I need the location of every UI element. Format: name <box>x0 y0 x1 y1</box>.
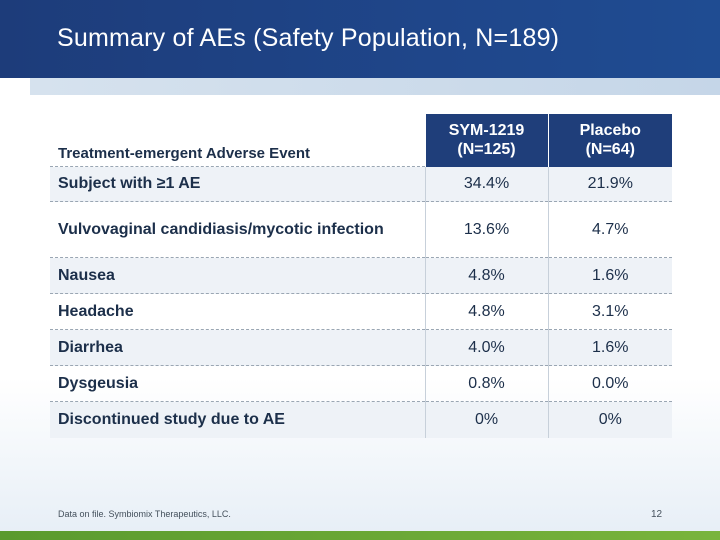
row-sym-value: 4.8% <box>424 257 548 294</box>
header-placebo-name: Placebo <box>579 122 641 140</box>
row-label: Dysgeusia <box>50 365 425 402</box>
footnote: Data on file. Symbiomix Therapeutics, LL… <box>58 509 231 519</box>
table-row: Diarrhea 4.0% 1.6% <box>50 329 672 366</box>
row-placebo-value: 1.6% <box>547 257 672 294</box>
row-placebo-value: 21.9% <box>547 166 672 202</box>
table-row: Discontinued study due to AE 0% 0% <box>50 401 672 438</box>
header-accent-strip <box>30 78 720 95</box>
header-sym-n: (N=125) <box>457 141 516 159</box>
table-row: Nausea 4.8% 1.6% <box>50 257 672 294</box>
row-sym-value: 13.6% <box>424 201 548 258</box>
table-row: Dysgeusia 0.8% 0.0% <box>50 365 672 402</box>
row-label: Diarrhea <box>50 329 425 366</box>
row-label: Subject with ≥1 AE <box>50 166 425 202</box>
header-placebo-n: (N=64) <box>585 141 635 159</box>
row-label: Vulvovaginal candidiasis/mycotic infecti… <box>50 201 425 258</box>
slide-header: Summary of AEs (Safety Population, N=189… <box>0 0 720 78</box>
row-sym-value: 0.8% <box>424 365 548 402</box>
row-placebo-value: 0% <box>547 401 672 438</box>
row-label: Nausea <box>50 257 425 294</box>
slide-title: Summary of AEs (Safety Population, N=189… <box>57 24 560 52</box>
table-row: Subject with ≥1 AE 34.4% 21.9% <box>50 166 672 202</box>
footer-accent-bar <box>0 531 720 540</box>
ae-summary-table: Treatment-emergent Adverse Event SYM-121… <box>50 114 672 438</box>
row-label: Discontinued study due to AE <box>50 401 425 438</box>
header-placebo: Placebo (N=64) <box>547 114 672 167</box>
row-placebo-value: 0.0% <box>547 365 672 402</box>
page-number: 12 <box>651 509 663 520</box>
header-sym-name: SYM-1219 <box>448 122 525 140</box>
table-row: Vulvovaginal candidiasis/mycotic infecti… <box>50 201 672 258</box>
row-sym-value: 0% <box>424 401 548 438</box>
row-placebo-value: 4.7% <box>547 201 672 258</box>
row-sym-value: 4.8% <box>424 293 548 330</box>
header-sym-1219: SYM-1219 (N=125) <box>424 114 548 167</box>
row-label: Headache <box>50 293 425 330</box>
row-sym-value: 4.0% <box>424 329 548 366</box>
table-header-row: Treatment-emergent Adverse Event SYM-121… <box>50 114 672 167</box>
header-event-label: Treatment-emergent Adverse Event <box>50 114 425 167</box>
table-row: Headache 4.8% 3.1% <box>50 293 672 330</box>
row-placebo-value: 1.6% <box>547 329 672 366</box>
row-placebo-value: 3.1% <box>547 293 672 330</box>
row-sym-value: 34.4% <box>424 166 548 202</box>
